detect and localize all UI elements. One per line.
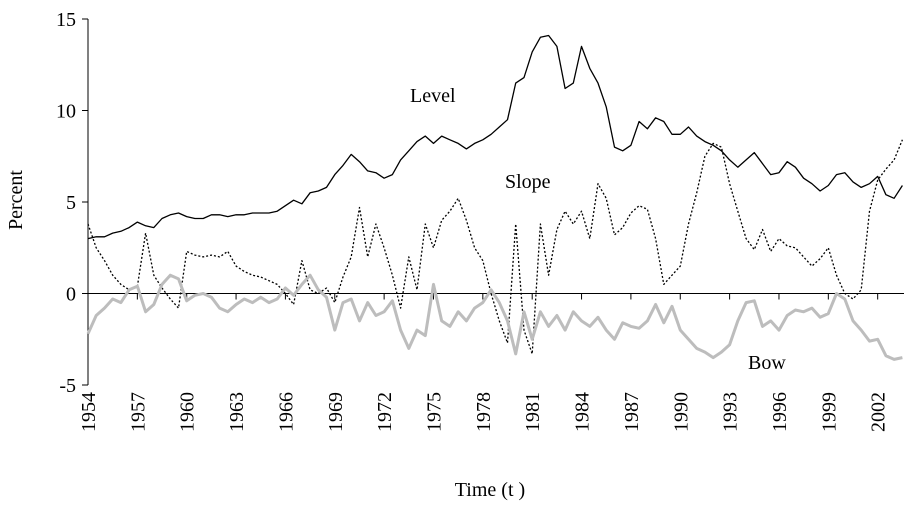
x-tick-label: 1984 (572, 392, 594, 432)
x-tick-label: 1966 (275, 392, 297, 432)
y-axis-label: Percent (5, 170, 27, 230)
x-tick-label: 1972 (374, 392, 396, 432)
x-tick-label: 1999 (818, 392, 840, 432)
series-line (87, 34, 903, 240)
annotation: Level (410, 85, 456, 107)
y-tick-label: -5 (59, 375, 76, 397)
x-tick-label: 1975 (423, 392, 445, 432)
y-tick-label: 15 (56, 9, 76, 31)
annotation: Bow (748, 352, 786, 374)
series-line (87, 139, 904, 355)
x-axis-label: Time (t ) (455, 479, 525, 501)
annotation: Slope (505, 171, 551, 193)
x-tick-label: 1960 (177, 392, 199, 432)
y-tick-label: 10 (56, 101, 76, 123)
x-tick-label: 1963 (226, 392, 248, 432)
y-tick-label: 0 (66, 284, 76, 306)
x-tick-label: 1978 (473, 392, 495, 432)
x-tick-label: 1993 (720, 392, 742, 432)
x-tick-label: 1987 (621, 392, 643, 432)
x-tick-label: 1954 (78, 392, 100, 432)
x-tick-label: 1969 (325, 392, 347, 432)
x-tick-label: 1990 (670, 392, 692, 432)
x-tick-label: 1996 (769, 392, 791, 432)
x-tick-label: 1957 (127, 392, 149, 432)
x-tick-label: 2002 (868, 392, 890, 432)
y-tick-label: 5 (66, 192, 76, 214)
series-line (86, 273, 903, 361)
x-tick-label: 1981 (522, 392, 544, 432)
